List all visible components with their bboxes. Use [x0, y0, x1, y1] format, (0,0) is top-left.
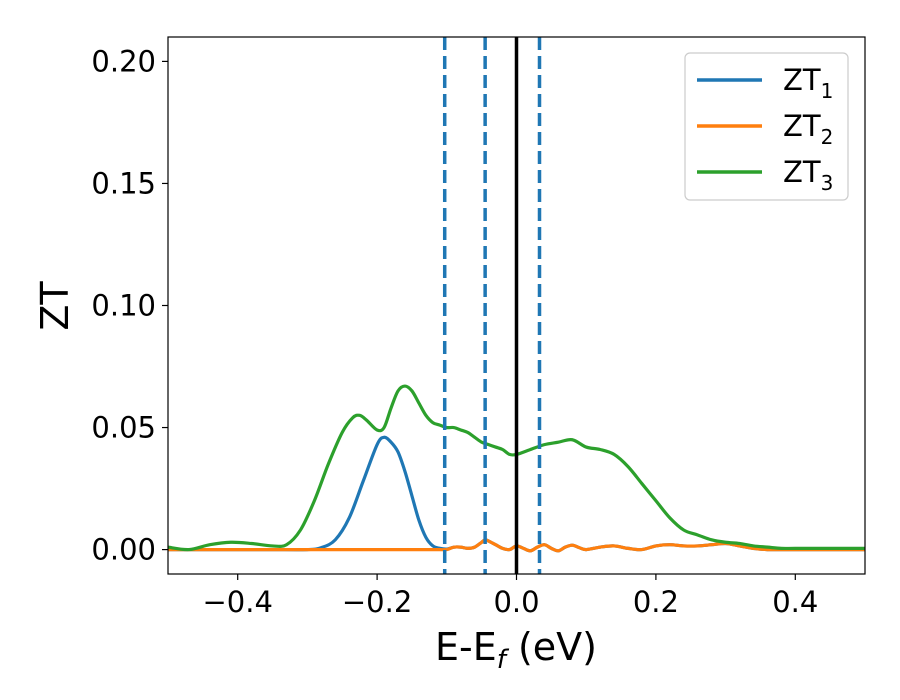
x-axis-label-unit: (eV): [506, 625, 597, 669]
legend-label-zt1: ZT1: [783, 63, 833, 103]
legend-entries: ZT1 ZT2 ZT3: [697, 63, 833, 195]
x-tick-label: −0.4: [202, 585, 272, 619]
legend-box: [684, 52, 849, 201]
y-tick-label: 0.00: [91, 533, 156, 567]
y-tick-label: 0.20: [91, 44, 156, 78]
legend: ZT1 ZT2 ZT3: [684, 52, 849, 201]
x-axis-label: E-Ef (eV): [435, 625, 597, 675]
legend-label-zt2: ZT2: [783, 109, 833, 149]
x-tick-label: −0.2: [342, 585, 412, 619]
y-ticks: 0.00 0.05 0.10 0.15 0.20: [91, 44, 168, 567]
x-tick-label: 0.4: [772, 585, 818, 619]
y-axis-label: ZT: [33, 281, 77, 331]
x-tick-label: 0.0: [493, 585, 539, 619]
y-tick-label: 0.10: [91, 289, 156, 323]
reference-lines: [442, 37, 542, 574]
y-tick-label: 0.15: [91, 166, 156, 200]
x-axis-label-main: E-E: [435, 625, 497, 669]
series-line-zt3: [168, 384, 865, 552]
legend-label-zt3: ZT3: [783, 155, 833, 195]
x-ticks: −0.4 −0.2 0.0 0.2 0.4: [202, 574, 818, 619]
series-layer: [168, 384, 865, 553]
x-tick-label: 0.2: [633, 585, 679, 619]
series-line-zt2: [168, 538, 865, 553]
y-tick-label: 0.05: [91, 411, 156, 445]
